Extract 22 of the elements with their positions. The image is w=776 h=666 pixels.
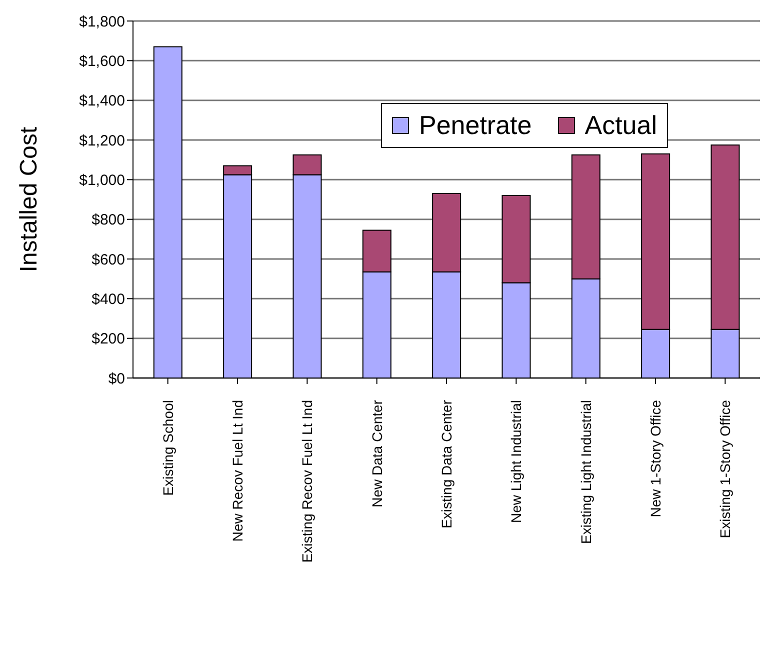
y-tick-label: $600: [92, 251, 125, 268]
y-axis-title: Installed Cost: [16, 126, 43, 272]
y-tick-label: $0: [108, 370, 125, 388]
legend-label: Penetrate: [418, 110, 532, 141]
y-tick-label: $1,200: [79, 132, 125, 150]
y-tick-label: $1,000: [79, 172, 125, 189]
x-tick-label: Existing School: [160, 400, 176, 496]
y-tick-label: $1,600: [79, 52, 125, 70]
y-tick-label: $200: [92, 330, 125, 348]
legend-label: Actual: [584, 110, 657, 141]
x-tick-label: Existing Recov Fuel Lt Ind: [299, 400, 316, 563]
x-tick-label: Existing 1-Story Office: [717, 400, 734, 538]
x-tick-label: New Recov Fuel Lt Ind: [230, 400, 246, 542]
y-tick-label: $800: [92, 212, 125, 229]
x-tick-label: New Data Center: [368, 400, 385, 508]
y-tick-label: $1,400: [79, 92, 125, 110]
x-tick-label: New 1-Story Office: [648, 400, 664, 518]
x-tick-label: Existing Light Industrial: [578, 400, 594, 544]
x-tick-label: Existing Data Center: [438, 400, 454, 528]
x-tick-label: New Light Industrial: [508, 400, 524, 523]
y-tick-label: $1,800: [79, 13, 125, 30]
y-tick-label: $400: [92, 290, 125, 308]
